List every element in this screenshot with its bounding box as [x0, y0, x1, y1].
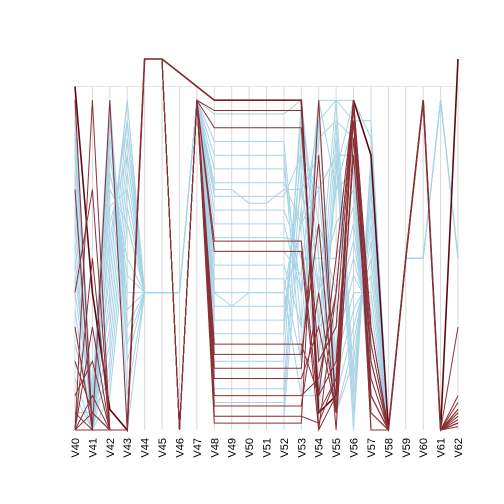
tick-label-v53: V53 [296, 438, 308, 458]
tick-label-v49: V49 [227, 438, 239, 458]
tick-label-v61: V61 [436, 438, 448, 458]
tick-label-v47: V47 [192, 438, 204, 458]
tick-label-v54: V54 [314, 438, 326, 458]
series-line-b-13 [75, 58, 459, 432]
tick-label-v45: V45 [157, 438, 169, 458]
tick-label-v51: V51 [262, 438, 274, 458]
tick-label-v50: V50 [244, 438, 256, 458]
tick-label-v48: V48 [209, 438, 221, 458]
tick-label-v46: V46 [174, 438, 186, 458]
tick-label-v59: V59 [401, 438, 413, 458]
tick-label-v42: V42 [105, 438, 117, 458]
tick-label-v44: V44 [140, 438, 152, 458]
tick-label-v57: V57 [366, 438, 378, 458]
tick-label-v62: V62 [453, 438, 465, 458]
tick-label-v43: V43 [122, 438, 134, 458]
tick-label-v41: V41 [87, 438, 99, 458]
tick-label-v55: V55 [331, 438, 343, 458]
tick-label-v58: V58 [383, 438, 395, 458]
tick-label-v60: V60 [418, 438, 430, 458]
series-group-b [74, 58, 459, 433]
tick-label-v52: V52 [279, 438, 291, 458]
axis-tick-labels: V40 V41 V42 V43 V44 V45 V46 V47 V48 V49 V50 V51 V52 V… [70, 438, 465, 458]
tick-label-v40: V40 [70, 438, 82, 458]
tick-label-v56: V56 [349, 438, 361, 458]
